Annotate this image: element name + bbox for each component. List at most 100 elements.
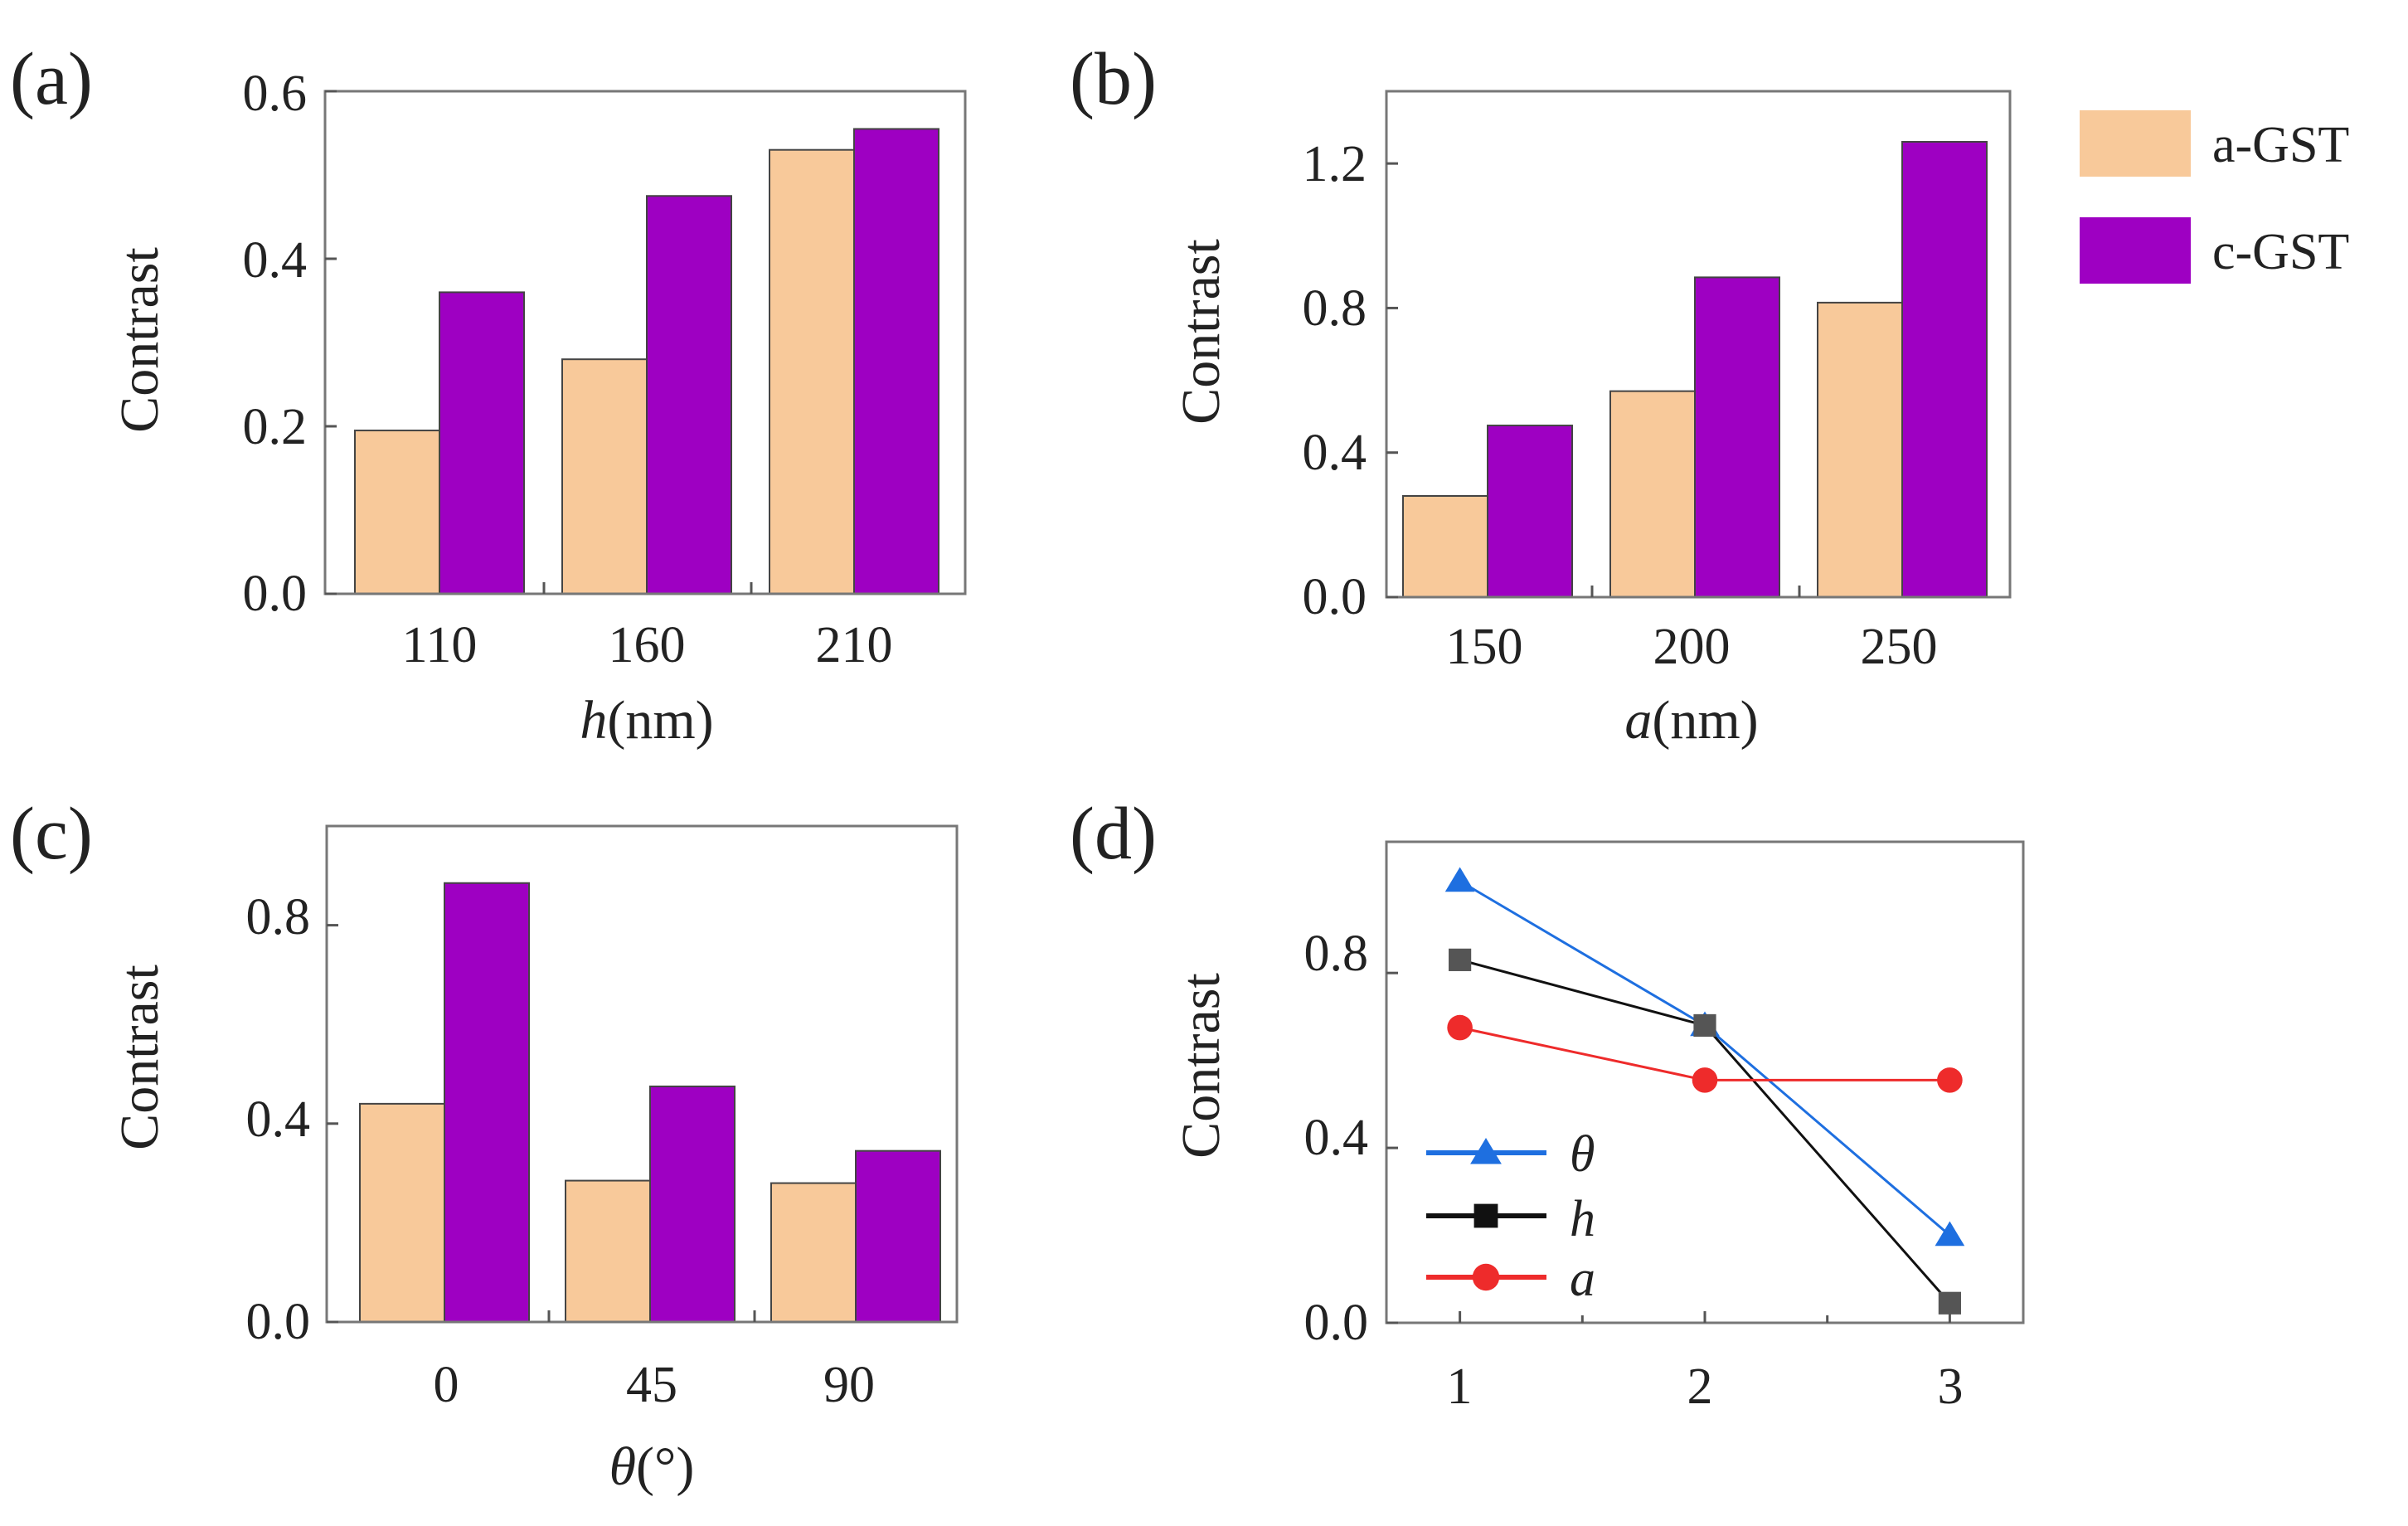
- ylabel-a: Contrast: [109, 247, 170, 433]
- ytick-label-b-1: 0.4: [1303, 425, 1367, 481]
- xtick-label-c-2: 90: [823, 1357, 875, 1413]
- xlabel-a-var: h: [580, 690, 607, 751]
- ytick-label-c-2: 0.8: [246, 889, 311, 945]
- plot-frame-b: [1385, 90, 2012, 599]
- bar-a-a-gst-110: [354, 430, 440, 595]
- ytick-labels-c: 0.0 0.4 0.8: [246, 889, 311, 1350]
- xlabel-c-var: θ: [609, 1436, 636, 1497]
- bar-c-a-gst-0: [359, 1102, 445, 1323]
- ytick-label-d-2: 0.8: [1304, 926, 1369, 982]
- xtick-label-a-1: 160: [609, 617, 686, 673]
- ytick-label-b-3: 1.2: [1303, 136, 1367, 192]
- xtick-label-a-0: 110: [402, 617, 478, 673]
- xtick-label-c-1: 45: [626, 1357, 677, 1413]
- ylabel-b: Contrast: [1171, 239, 1231, 425]
- point-a-2: [1692, 1067, 1718, 1093]
- line-legend-label-a: a: [1570, 1251, 1595, 1307]
- xlabel-b-var: a: [1624, 690, 1652, 751]
- bar-a-c-gst-110: [439, 291, 525, 595]
- xtick-label-c-0: 0: [434, 1357, 459, 1413]
- xtick-label-d-1: 2: [1687, 1358, 1713, 1415]
- xlabel-b-unit: (nm): [1652, 690, 1758, 751]
- legend: a-GST c-GST: [2080, 110, 2349, 284]
- point-h-3: [1938, 1291, 1961, 1315]
- ylabel-d: Contrast: [1171, 973, 1231, 1159]
- bar-a-a-gst-160: [561, 358, 648, 595]
- ytick-label-c-1: 0.4: [246, 1091, 311, 1148]
- bar-a-a-gst-210: [769, 148, 855, 595]
- bar-b-a-gst-150: [1402, 495, 1488, 598]
- legend-label-c-gst: c-GST: [2212, 224, 2349, 280]
- bar-b-a-gst-200: [1609, 390, 1696, 598]
- panel-label-c: (c): [10, 793, 93, 875]
- xlabel-a-unit: (nm): [607, 690, 713, 751]
- point-h-2: [1693, 1013, 1716, 1038]
- line-legend-symbols-d: [1426, 1138, 1546, 1291]
- panel-b: (b) Contrast 0.0 0.4 0.8 1.2 150 200 250…: [1070, 38, 1938, 751]
- ylabel-c: Contrast: [109, 965, 170, 1150]
- point-theta-1: [1444, 867, 1475, 892]
- line-legend-d: θ h a: [1570, 1126, 1595, 1307]
- xlabel-a: h(nm): [580, 690, 713, 751]
- point-h-1: [1449, 948, 1472, 971]
- bar-c-c-gst-0: [444, 882, 530, 1323]
- panel-a: (a) Contrast 0.0 0.2 0.4 0.6 110 160 210…: [10, 38, 893, 751]
- ytick-label-a-1: 0.2: [243, 399, 308, 455]
- ytick-label-a-3: 0.6: [243, 66, 308, 122]
- xlabel-c: θ(°): [609, 1436, 695, 1497]
- ytick-label-c-0: 0.0: [246, 1294, 311, 1350]
- panel-label-d: (d): [1070, 793, 1157, 875]
- xlabel-c-unit: (°): [636, 1436, 694, 1497]
- legend-label-a-gst: a-GST: [2212, 117, 2349, 173]
- xtick-label-a-2: 210: [816, 617, 893, 673]
- xtick-label-d-0: 1: [1447, 1358, 1473, 1415]
- bar-a-c-gst-210: [853, 128, 939, 595]
- xlabel-b: a(nm): [1624, 690, 1758, 751]
- ytick-label-a-0: 0.0: [243, 566, 308, 622]
- xtick-label-d-2: 3: [1938, 1358, 1964, 1415]
- ytick-label-b-0: 0.0: [1303, 569, 1367, 625]
- series-line-h: [1459, 958, 1951, 1305]
- line-legend-marker-theta: [1470, 1138, 1502, 1164]
- xtick-labels-d: 1 2 3: [1447, 1358, 1964, 1415]
- xtick-labels-b: 150 200 250: [1446, 619, 1938, 675]
- xtick-label-b-1: 200: [1653, 619, 1731, 675]
- xtick-labels-a: 110 160 210: [402, 617, 893, 673]
- bar-b-c-gst-150: [1487, 425, 1573, 598]
- ytick-label-d-1: 0.4: [1304, 1110, 1369, 1166]
- panel-label-b: (b): [1070, 38, 1157, 120]
- panel-label-a: (a): [10, 38, 93, 120]
- plot-area-b: [1385, 90, 2012, 599]
- ytick-label-b-2: 0.8: [1303, 280, 1367, 337]
- bar-a-c-gst-160: [646, 195, 732, 595]
- bar-c-c-gst-45: [649, 1085, 736, 1323]
- plot-area-a: [323, 90, 967, 595]
- bar-c-c-gst-90: [855, 1149, 941, 1323]
- ytick-labels-a: 0.0 0.2 0.4 0.6: [243, 66, 308, 622]
- bar-c-a-gst-45: [565, 1179, 651, 1323]
- point-a-1: [1447, 1014, 1473, 1041]
- line-legend-label-h: h: [1570, 1191, 1595, 1247]
- line-legend-marker-a: [1472, 1263, 1500, 1291]
- line-legend-marker-h: [1473, 1203, 1498, 1228]
- line-legend-label-theta: θ: [1570, 1126, 1595, 1183]
- xtick-label-b-0: 150: [1446, 619, 1523, 675]
- series-line-theta: [1459, 880, 1951, 1237]
- bar-b-c-gst-200: [1694, 276, 1780, 598]
- plot-area-d: [1385, 840, 2025, 1324]
- xtick-label-b-2: 250: [1861, 619, 1938, 675]
- bar-b-c-gst-250: [1901, 141, 1988, 598]
- bar-b-a-gst-250: [1817, 301, 1903, 598]
- ytick-labels-b: 0.0 0.4 0.8 1.2: [1303, 136, 1367, 625]
- plot-frame-c: [325, 824, 959, 1324]
- point-theta-3: [1935, 1221, 1965, 1247]
- xtick-labels-c: 0 45 90: [434, 1357, 876, 1413]
- ytick-labels-d: 0.0 0.4 0.8: [1304, 926, 1369, 1351]
- ytick-label-a-2: 0.4: [243, 232, 308, 289]
- legend-swatch-a-gst: [2080, 110, 2191, 177]
- panel-c: (c) Contrast 0.0 0.4 0.8 0 45 90 θ(°): [10, 793, 875, 1497]
- point-a-3: [1937, 1067, 1963, 1093]
- plot-frame-a: [323, 90, 967, 595]
- plot-area-c: [325, 824, 959, 1324]
